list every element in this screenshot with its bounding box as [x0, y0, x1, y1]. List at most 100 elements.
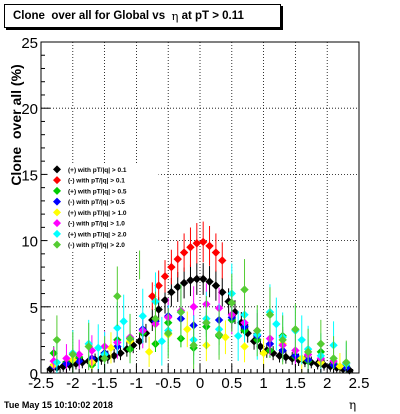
chart-title: Clone over all for Global vs η at pT > 0…	[4, 4, 281, 28]
data-point	[278, 335, 287, 345]
data-point	[116, 348, 125, 358]
data-point	[335, 362, 345, 371]
y-tick-label: 5	[30, 300, 38, 317]
legend-marker	[53, 208, 61, 217]
data-point	[240, 342, 249, 351]
data-point	[52, 335, 62, 345]
y-tick-label: 15	[21, 167, 38, 184]
data-point	[272, 319, 281, 329]
data-point	[275, 351, 284, 360]
data-series	[46, 207, 354, 375]
chart-title-cut: at pT > 0.11	[178, 10, 244, 22]
x-tick-label: 0.5	[221, 375, 242, 392]
data-point	[100, 354, 109, 363]
legend: (+) with pT/|q| > 0.1 (-) with pT/|q| > 0…	[47, 163, 159, 251]
data-point	[179, 278, 189, 288]
data-point	[189, 340, 198, 350]
data-point	[297, 335, 306, 345]
data-point	[211, 281, 221, 290]
data-point	[154, 281, 163, 290]
data-point	[256, 342, 265, 351]
data-point	[113, 323, 122, 333]
data-point	[135, 337, 144, 346]
data-point	[259, 348, 268, 358]
data-point	[176, 307, 186, 317]
legend-marker	[53, 219, 61, 228]
y-tick-label: 20	[21, 101, 38, 118]
x-tick-label: -0.5	[155, 375, 181, 392]
data-point	[138, 311, 147, 321]
legend-label: (-) with pT/|q| > 1.0	[68, 221, 125, 228]
data-point	[84, 342, 93, 351]
x-tick-label: -2.5	[28, 375, 54, 392]
chart-title-text: Clone over all for Global vs	[13, 10, 172, 22]
data-point	[113, 292, 122, 301]
data-point	[205, 277, 214, 286]
data-point	[173, 282, 182, 292]
x-tick-label: -1	[130, 375, 143, 392]
data-point	[94, 343, 103, 353]
legend-label: (+) with pT/|q| > 1.0	[68, 210, 127, 217]
x-tick-label: 2.5	[349, 375, 370, 392]
legend-marker	[53, 176, 61, 185]
data-point	[106, 343, 116, 353]
legend-label: (-) with pT/|q| > 0.1	[68, 178, 125, 185]
y-tick-label: 10	[21, 234, 38, 251]
legend-label: (-) with pT/|q| > 2.0	[68, 242, 125, 249]
data-point	[186, 243, 195, 252]
axes: -2.5 -2 -1.5 -1 -0.5 0 0.5 1 1.5 2 2.5 0 5 10 15 20 25	[21, 35, 369, 392]
legend-marker	[53, 197, 61, 206]
legend-box	[47, 163, 159, 251]
chart-title-eta: η	[171, 9, 179, 23]
timestamp: Tue May 15 10:10:02 2018	[4, 400, 113, 410]
data-point	[342, 358, 351, 367]
data-point	[164, 329, 173, 338]
x-tick-label: 2	[323, 375, 331, 392]
data-point	[253, 326, 262, 335]
y-tick-label: 0	[30, 366, 38, 383]
data-point	[74, 350, 84, 359]
data-point	[240, 285, 249, 294]
data-point	[303, 347, 313, 357]
data-point	[160, 272, 170, 281]
data-point	[173, 254, 182, 264]
data-point	[218, 288, 227, 297]
data-point	[291, 325, 300, 334]
legend-marker	[53, 165, 61, 174]
data-point	[109, 351, 119, 360]
data-point	[65, 360, 74, 370]
x-tick-label: -2	[66, 375, 79, 392]
x-tick-label: -1.5	[92, 375, 118, 392]
legend-marker	[53, 186, 61, 195]
data-point	[227, 298, 236, 308]
data-point	[119, 317, 128, 326]
data-point	[192, 274, 202, 284]
data-point	[202, 318, 211, 327]
data-point	[186, 276, 195, 285]
legend-label: (+) with pT/|q| > 2.0	[68, 231, 127, 238]
data-point	[183, 325, 192, 334]
data-point	[198, 237, 208, 247]
data-point	[167, 262, 176, 272]
data-point	[233, 331, 243, 341]
legend-marker	[53, 240, 61, 249]
data-point	[214, 330, 224, 339]
y-axis-label: Clone over all (%)	[6, 60, 26, 190]
data-point	[179, 248, 189, 257]
data-point	[218, 256, 227, 265]
data-point	[189, 302, 198, 311]
y-tick-label: 25	[21, 35, 38, 52]
data-point	[211, 248, 221, 257]
data-point	[144, 347, 154, 357]
data-point	[167, 288, 176, 297]
data-point	[192, 239, 202, 248]
y-axis-label-text: Clone over all (%)	[8, 64, 24, 186]
legend-label: (+) with pT/|q| > 0.5	[68, 188, 127, 195]
data-point	[151, 314, 160, 323]
data-point	[329, 354, 338, 363]
data-point	[221, 333, 230, 342]
legend-label: (+) with pT/|q| > 0.1	[68, 167, 127, 174]
data-point	[148, 292, 157, 301]
x-tick-label: 1	[259, 375, 267, 392]
